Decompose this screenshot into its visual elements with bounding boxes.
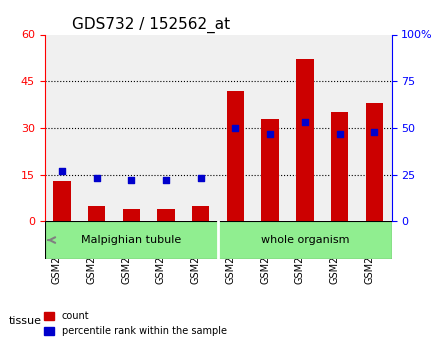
Text: tissue: tissue bbox=[9, 316, 42, 326]
Bar bbox=[227, 90, 244, 221]
Point bbox=[232, 125, 239, 131]
Point bbox=[93, 176, 100, 181]
Bar bbox=[366, 103, 383, 221]
Bar bbox=[262, 119, 279, 221]
Point bbox=[336, 131, 343, 136]
Point bbox=[301, 120, 308, 125]
Point bbox=[371, 129, 378, 135]
Point bbox=[162, 177, 170, 183]
Text: whole organism: whole organism bbox=[261, 235, 349, 245]
Bar bbox=[192, 206, 209, 221]
Bar bbox=[53, 181, 70, 221]
Bar bbox=[88, 206, 105, 221]
Text: GDS732 / 152562_at: GDS732 / 152562_at bbox=[72, 17, 231, 33]
FancyBboxPatch shape bbox=[44, 221, 218, 259]
Bar bbox=[296, 59, 314, 221]
FancyBboxPatch shape bbox=[218, 221, 392, 259]
Point bbox=[128, 177, 135, 183]
Point bbox=[197, 176, 204, 181]
Point bbox=[267, 131, 274, 136]
Point bbox=[58, 168, 65, 174]
Bar bbox=[158, 209, 174, 221]
Legend: count, percentile rank within the sample: count, percentile rank within the sample bbox=[40, 307, 231, 340]
Text: Malpighian tubule: Malpighian tubule bbox=[81, 235, 182, 245]
Bar bbox=[123, 209, 140, 221]
Bar bbox=[331, 112, 348, 221]
